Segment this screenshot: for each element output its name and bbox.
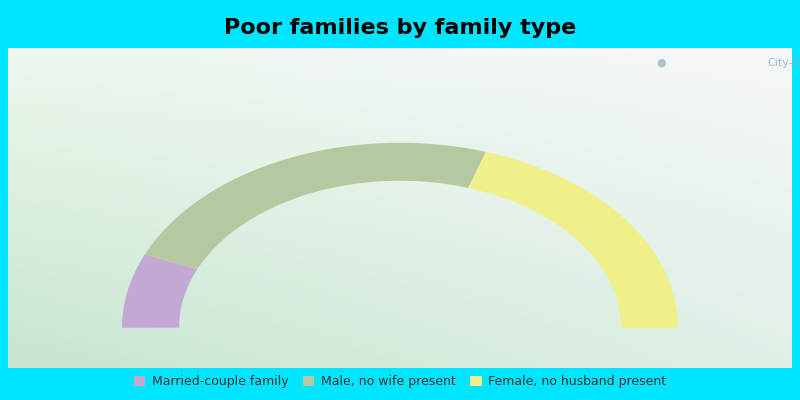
Text: City-Data.com: City-Data.com: [767, 58, 800, 68]
Wedge shape: [468, 152, 678, 328]
Text: Poor families by family type: Poor families by family type: [224, 18, 576, 38]
Wedge shape: [145, 143, 486, 269]
Wedge shape: [122, 254, 198, 328]
Text: ●: ●: [657, 58, 666, 68]
Legend: Married-couple family, Male, no wife present, Female, no husband present: Married-couple family, Male, no wife pre…: [134, 376, 666, 388]
